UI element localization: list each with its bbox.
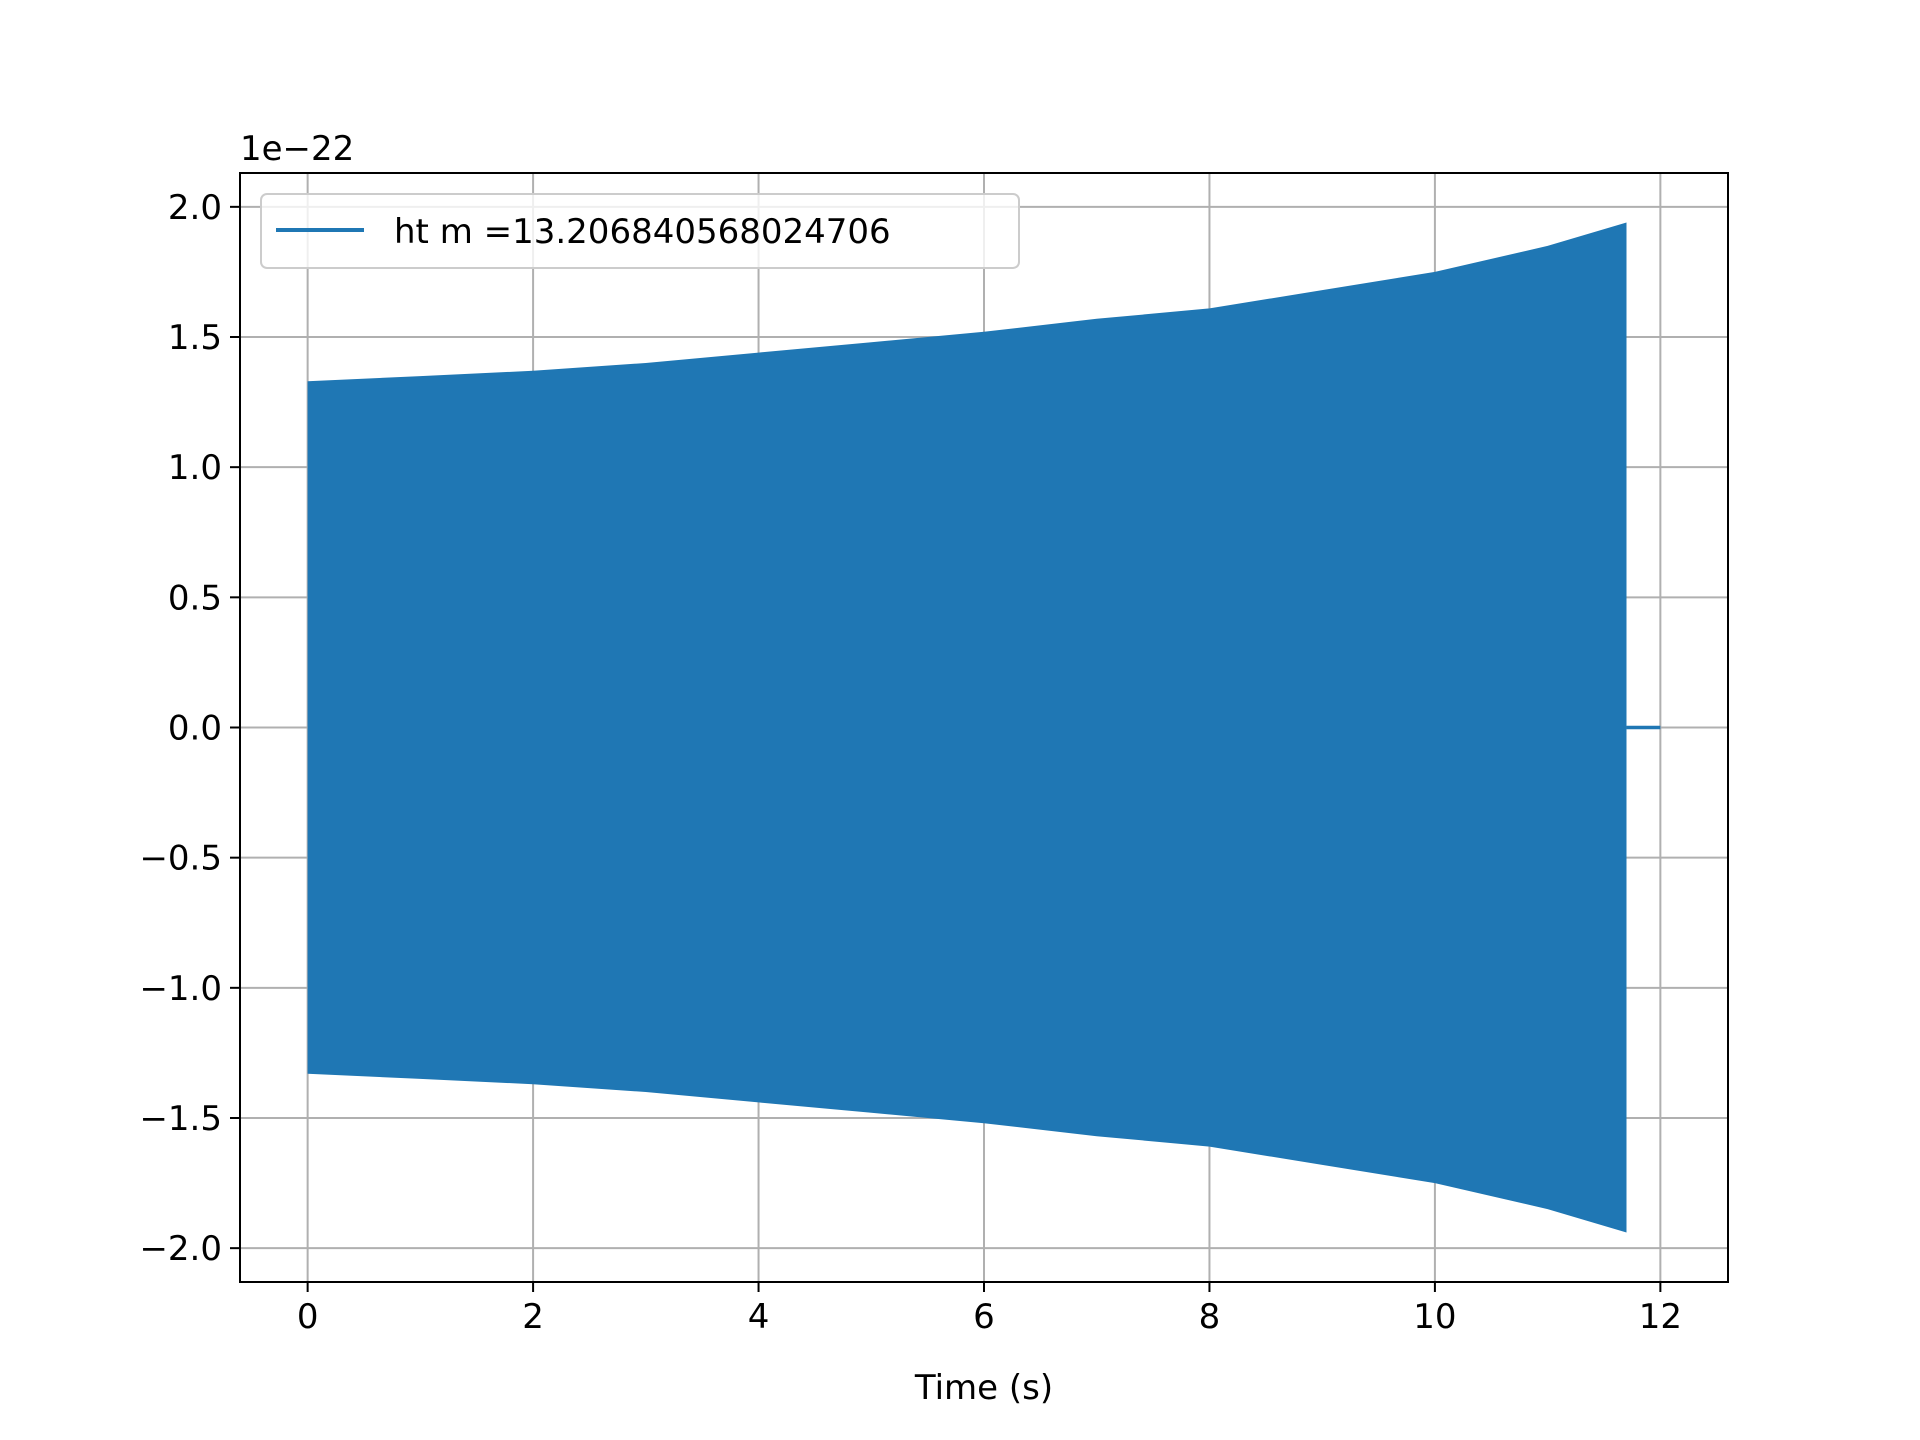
series-layer (307, 222, 1661, 1233)
legend-label: ht m =13.206840568024706 (394, 212, 891, 252)
legend-frame (260, 193, 1020, 269)
y-offset-text: 1e−22 (240, 129, 354, 169)
x-tick-label: 8 (1199, 1297, 1221, 1337)
x-tick-label: 6 (973, 1297, 995, 1337)
y-tick-label: 1.5 (168, 318, 222, 358)
x-tick-label: 12 (1639, 1297, 1682, 1337)
x-axis-label: Time (s) (914, 1368, 1053, 1408)
x-tick-label: 4 (748, 1297, 770, 1337)
x-tick-label: 2 (522, 1297, 544, 1337)
x-axis-ticks: 0 2 4 6 8 10 12 (297, 1282, 1682, 1337)
y-tick-label: −1.5 (139, 1099, 222, 1139)
y-tick-label: −0.5 (139, 839, 222, 879)
y-tick-label: −1.0 (139, 969, 222, 1009)
y-tick-label: 0.0 (168, 709, 222, 749)
y-tick-label: 2.0 (168, 188, 222, 228)
x-tick-label: 0 (297, 1297, 319, 1337)
x-tick-label: 10 (1413, 1297, 1456, 1337)
waveform-fill (307, 222, 1627, 1233)
y-tick-label: −2.0 (139, 1229, 222, 1269)
y-tick-label: 0.5 (168, 578, 222, 618)
legend: ht m =13.206840568024706 (260, 193, 1020, 269)
y-tick-label: 1.0 (168, 448, 222, 488)
y-axis-ticks: −2.0 −1.5 −1.0 −0.5 0.0 0.5 1.0 1.5 2.0 (139, 188, 240, 1269)
